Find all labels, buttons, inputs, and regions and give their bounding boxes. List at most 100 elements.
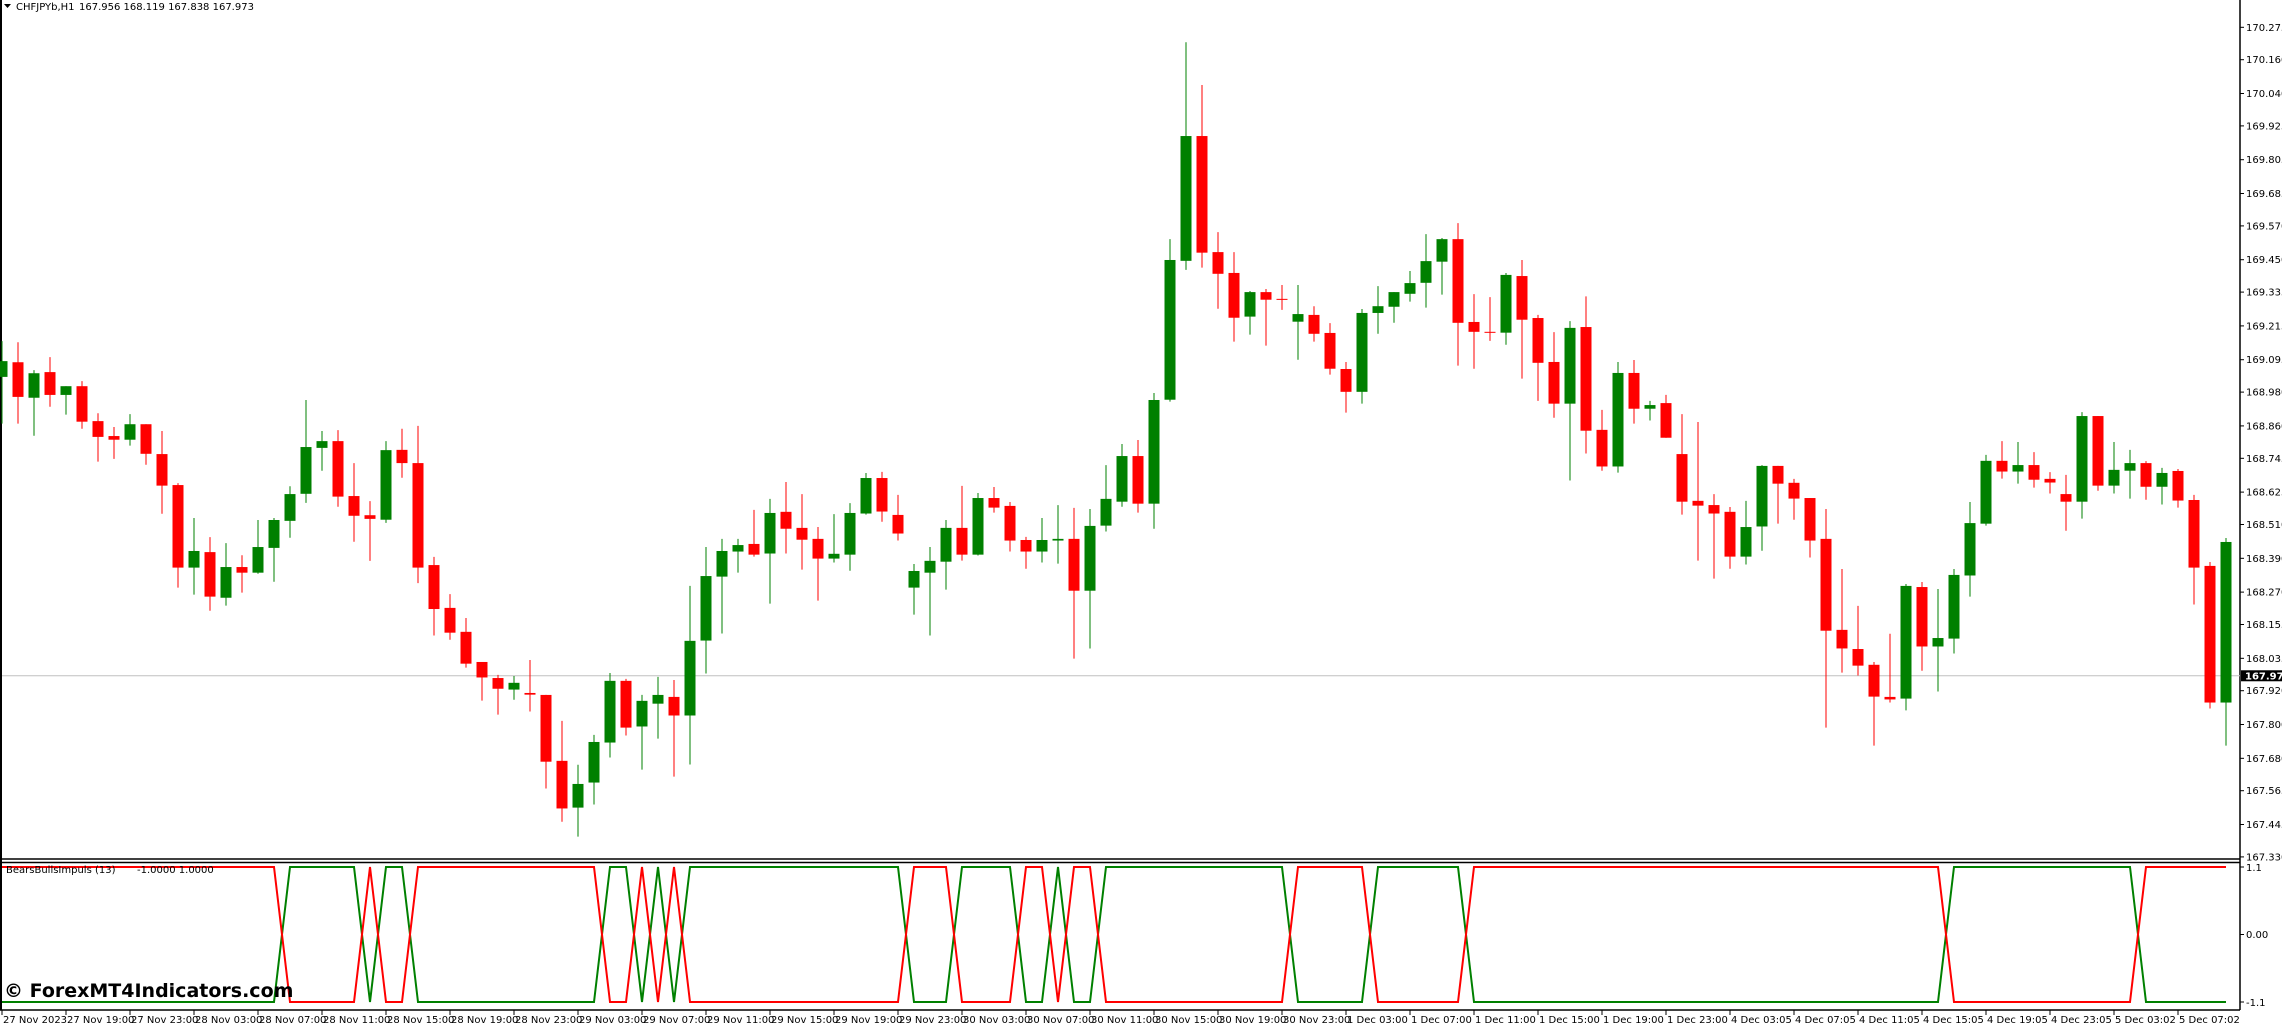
candle-body bbox=[204, 552, 216, 597]
time-label: 27 Nov 19:00 bbox=[67, 1015, 134, 1026]
candle bbox=[1164, 239, 1176, 402]
candle-body bbox=[1420, 261, 1432, 283]
candle-body bbox=[1228, 272, 1240, 318]
candle bbox=[2124, 449, 2136, 499]
candle bbox=[1196, 85, 1208, 268]
candle bbox=[1148, 392, 1160, 529]
candle-body bbox=[1868, 664, 1880, 697]
candle-body bbox=[844, 512, 856, 555]
candle bbox=[1804, 498, 1816, 558]
candle bbox=[2188, 494, 2200, 605]
indicator-header: BearsBullsImpuls (13) -1.0000 1.0000 bbox=[6, 865, 214, 876]
time-label: 30 Nov 19:00 bbox=[1219, 1015, 1286, 1026]
time-label: 4 Dec 11:05 bbox=[1859, 1015, 1920, 1026]
price-label: 168.510 bbox=[2246, 520, 2282, 531]
time-label: 1 Dec 15:00 bbox=[1539, 1015, 1600, 1026]
candle-body bbox=[412, 463, 424, 568]
time-label: 30 Nov 11:00 bbox=[1091, 1015, 1158, 1026]
candle bbox=[1756, 465, 1768, 551]
price-label: 170.040 bbox=[2246, 89, 2282, 100]
time-label: 4 Dec 07:05 bbox=[1795, 1015, 1856, 1026]
candle bbox=[1580, 296, 1592, 454]
candle bbox=[524, 660, 536, 712]
candle bbox=[204, 537, 216, 611]
candle bbox=[668, 680, 680, 777]
candle bbox=[1436, 238, 1448, 295]
candle bbox=[1900, 583, 1912, 711]
candle-body bbox=[2188, 499, 2200, 568]
candle-body bbox=[1724, 511, 1736, 557]
candle-body bbox=[1852, 649, 1864, 666]
candle-body bbox=[1436, 239, 1448, 262]
candle-body bbox=[780, 511, 792, 529]
candle bbox=[1276, 285, 1288, 310]
candle-body bbox=[124, 424, 136, 440]
candle bbox=[460, 618, 472, 668]
time-label: 28 Nov 11:00 bbox=[323, 1015, 390, 1026]
candle bbox=[252, 519, 264, 574]
candle-body bbox=[652, 694, 664, 704]
time-label: 29 Nov 03:00 bbox=[579, 1015, 646, 1026]
indicator-name: BearsBullsImpuls (13) bbox=[6, 865, 116, 876]
main-price-pane[interactable] bbox=[0, 42, 2232, 837]
candle bbox=[2076, 412, 2088, 519]
triangle-down-icon[interactable] bbox=[4, 4, 11, 8]
candle-body bbox=[2204, 565, 2216, 703]
candle bbox=[2028, 452, 2040, 488]
candle bbox=[284, 486, 296, 538]
price-label: 168.980 bbox=[2246, 388, 2282, 399]
candle-body bbox=[2220, 541, 2232, 703]
price-label: 169.215 bbox=[2246, 321, 2282, 332]
time-label: 1 Dec 23:00 bbox=[1667, 1015, 1728, 1026]
candle bbox=[1532, 314, 1544, 401]
time-label: 27 Nov 23:00 bbox=[131, 1015, 198, 1026]
candle-body bbox=[156, 454, 168, 486]
candle bbox=[1788, 478, 1800, 520]
candle bbox=[1308, 306, 1320, 342]
candle bbox=[1324, 323, 1336, 375]
candle-body bbox=[1052, 538, 1064, 541]
candle bbox=[2092, 416, 2104, 491]
candle-body bbox=[1340, 369, 1352, 392]
indicator-pane[interactable] bbox=[2, 866, 2226, 1003]
candle-body bbox=[44, 372, 56, 395]
candle-body bbox=[796, 527, 808, 540]
candle bbox=[572, 764, 584, 837]
price-label: 170.275 bbox=[2246, 23, 2282, 34]
time-label: 28 Nov 19:00 bbox=[451, 1015, 518, 1026]
candle-body bbox=[1276, 298, 1288, 300]
candle-body bbox=[316, 441, 328, 448]
bulls-line bbox=[2, 866, 2226, 1003]
candle-body bbox=[1628, 372, 1640, 409]
bears-line bbox=[2, 866, 2226, 1003]
candle-body bbox=[92, 421, 104, 437]
candle bbox=[412, 425, 424, 584]
candle-body bbox=[1980, 460, 1992, 524]
time-label: 1 Dec 07:00 bbox=[1411, 1015, 1472, 1026]
candle-body bbox=[1644, 405, 1656, 409]
candle bbox=[1468, 294, 1480, 369]
candle-body bbox=[860, 478, 872, 514]
indicator-axis: 1.1 0.00 -1.1 bbox=[2240, 863, 2268, 1009]
candle bbox=[156, 430, 168, 514]
candle bbox=[1932, 589, 1944, 692]
candle-body bbox=[716, 550, 728, 577]
candle bbox=[0, 341, 8, 424]
candle-body bbox=[1948, 574, 1960, 639]
candle bbox=[1356, 309, 1368, 404]
candle-body bbox=[2140, 463, 2152, 487]
time-label: 29 Nov 23:00 bbox=[899, 1015, 966, 1026]
price-label: 167.330 bbox=[2246, 852, 2282, 863]
candle bbox=[300, 399, 312, 503]
candle-body bbox=[1996, 460, 2008, 472]
candle bbox=[332, 430, 344, 507]
candle bbox=[220, 543, 232, 606]
price-label: 169.925 bbox=[2246, 121, 2282, 132]
price-label: 167.565 bbox=[2246, 786, 2282, 797]
time-label: 4 Dec 19:05 bbox=[1987, 1015, 2048, 1026]
candle bbox=[988, 487, 1000, 513]
price-axis[interactable]: 170.275 170.160 170.040 169.925 169.805 169.6… bbox=[2240, 23, 2282, 864]
candle-body bbox=[2060, 494, 2072, 502]
